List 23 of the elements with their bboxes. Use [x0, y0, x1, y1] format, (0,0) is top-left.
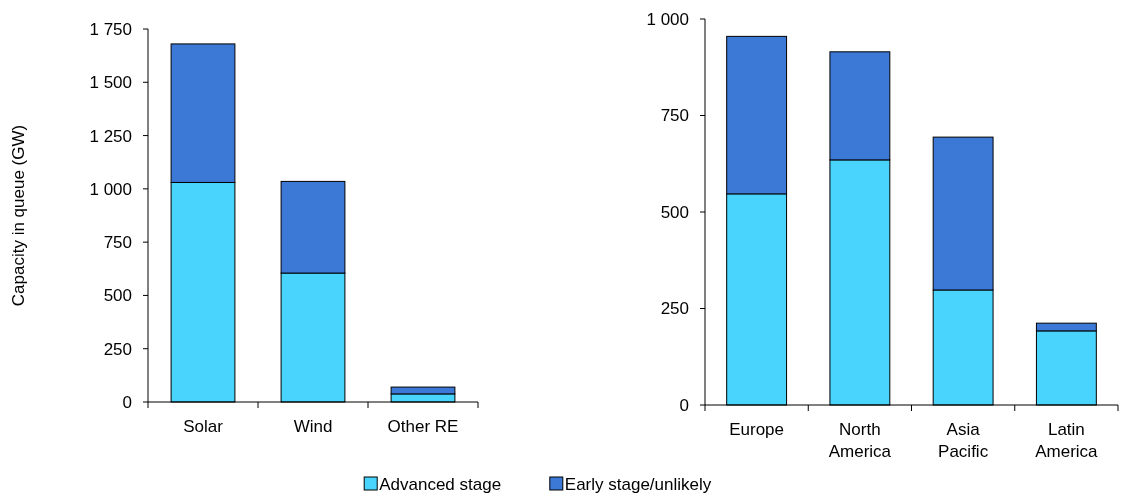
- y-tick-label: 0: [679, 395, 689, 415]
- y-tick-label: 1 000: [646, 9, 689, 29]
- y-tick-label: 500: [660, 202, 689, 222]
- y-tick-label: 250: [103, 339, 132, 359]
- y-tick-label: 750: [660, 106, 689, 126]
- y-axis-title: Capacity in queue (GW): [9, 124, 28, 307]
- y-tick-label: 500: [103, 286, 132, 306]
- x-tick-label: North America: [828, 420, 892, 461]
- x-tick-label: Other RE: [387, 417, 459, 436]
- y-tick-label: 1 250: [89, 126, 132, 146]
- legend-label: Advanced stage: [379, 474, 502, 494]
- y-tick-label: 750: [103, 233, 132, 253]
- y-tick-label: 0: [122, 392, 132, 412]
- x-tick-label: Asia Pacific: [938, 420, 989, 461]
- x-tick-label: Wind: [293, 417, 333, 436]
- y-tick-label: 1 000: [89, 179, 132, 199]
- y-tick-label: 1 500: [89, 73, 132, 93]
- x-tick-label: Europe: [729, 420, 785, 439]
- x-tick-label: Latin America: [1035, 420, 1099, 461]
- x-tick-label: Solar: [183, 417, 224, 436]
- y-tick-label: 1 750: [89, 19, 132, 39]
- legend-label: Early stage/unlikely: [564, 474, 712, 494]
- y-tick-label: 250: [660, 299, 689, 319]
